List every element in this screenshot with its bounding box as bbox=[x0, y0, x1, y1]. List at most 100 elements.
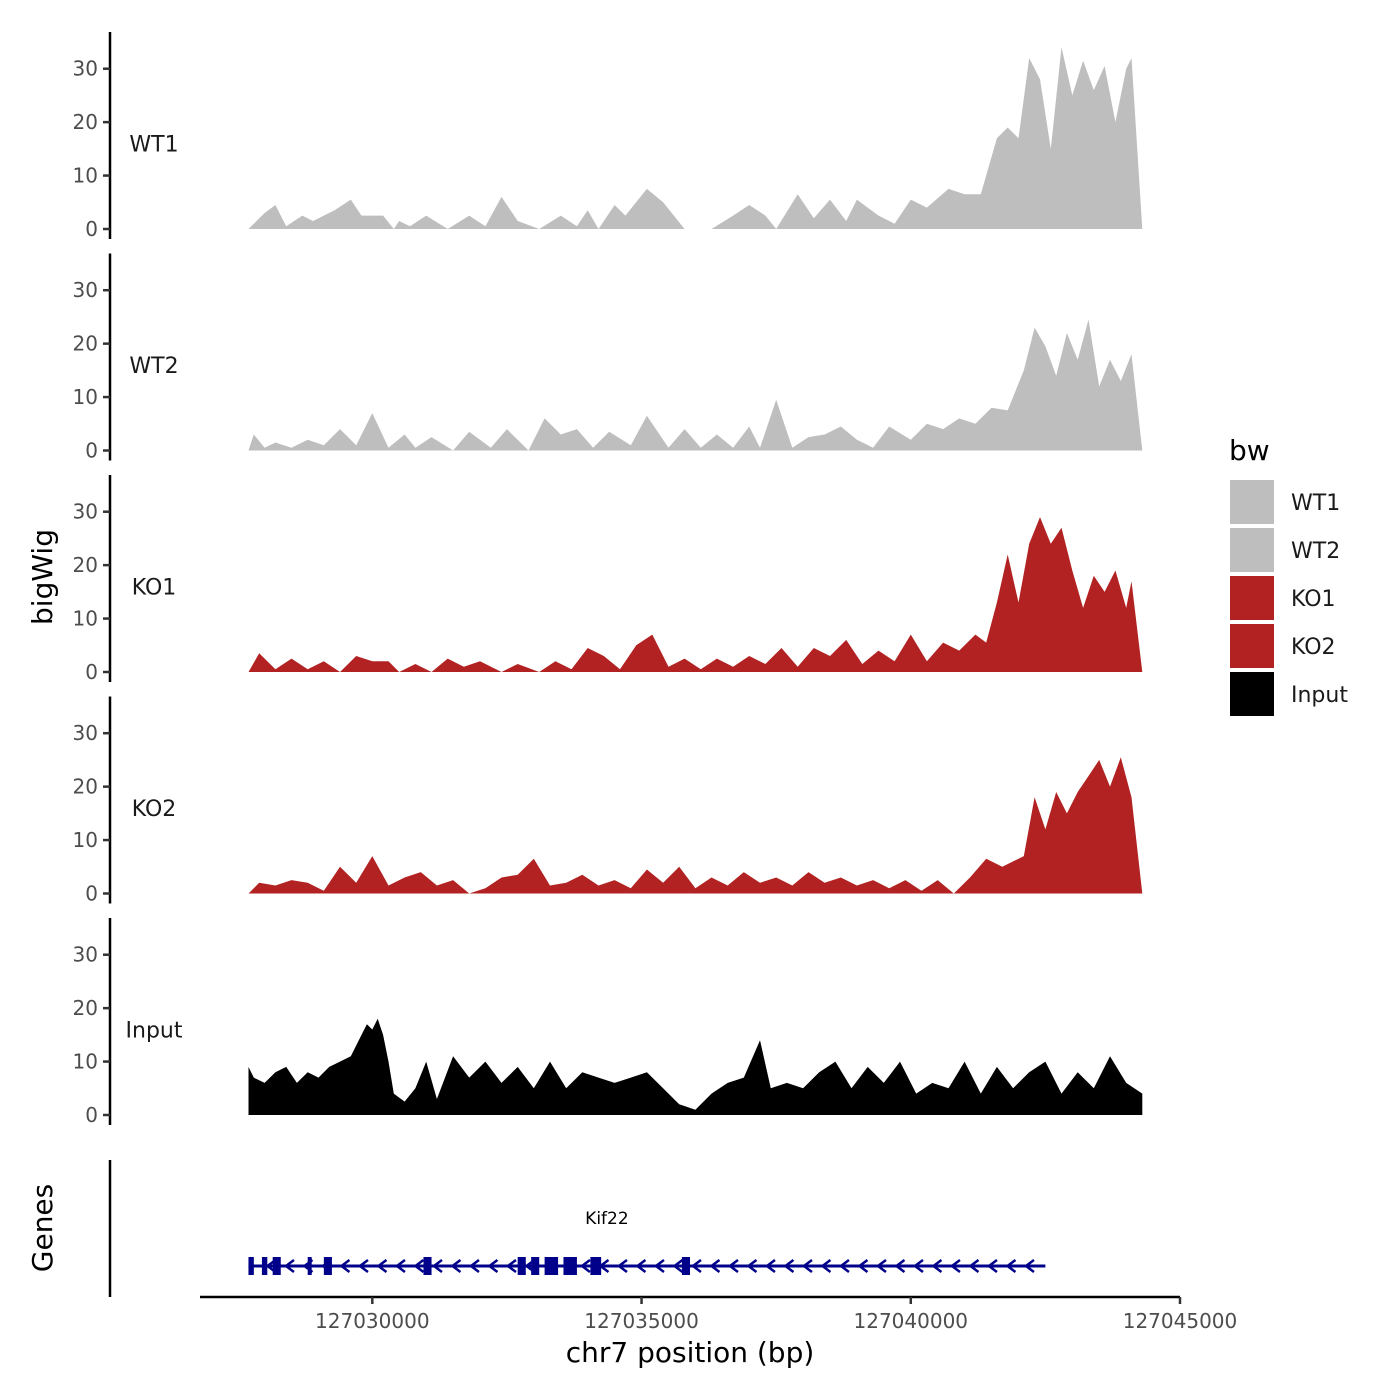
strand-arrow bbox=[376, 1259, 388, 1273]
track-label-ko2: KO2 bbox=[132, 797, 177, 822]
strand-arrow bbox=[413, 1259, 425, 1273]
legend-swatch bbox=[1230, 672, 1274, 716]
y-tick-label: 0 bbox=[85, 660, 98, 684]
x-tick-label: 127030000 bbox=[315, 1309, 430, 1333]
strand-arrow bbox=[986, 1259, 998, 1273]
exon bbox=[307, 1257, 312, 1275]
y-tick-label: 0 bbox=[85, 439, 98, 463]
strand-arrow bbox=[857, 1259, 869, 1273]
y-tick-label: 10 bbox=[73, 607, 98, 631]
track-label-wt1: WT1 bbox=[129, 133, 178, 158]
exon bbox=[531, 1257, 540, 1275]
strand-arrow bbox=[635, 1259, 647, 1273]
strand-arrow bbox=[653, 1259, 665, 1273]
exon bbox=[563, 1257, 577, 1275]
gene-kif22: Kif22 bbox=[248, 1209, 1046, 1275]
y-tick-label: 20 bbox=[73, 775, 98, 799]
gene-track: Kif22 bbox=[108, 1160, 1046, 1297]
strand-arrow bbox=[394, 1259, 406, 1273]
strand-arrow bbox=[431, 1259, 443, 1273]
strand-arrow bbox=[357, 1259, 369, 1273]
exon bbox=[272, 1257, 281, 1275]
strand-arrow bbox=[727, 1259, 739, 1273]
track-ko1: 0 10 20 30 KO1 bbox=[73, 475, 1143, 684]
y-tick-label: 0 bbox=[85, 217, 98, 241]
y-tick-label: 30 bbox=[73, 57, 98, 81]
strand-arrow bbox=[801, 1259, 813, 1273]
strand-arrow bbox=[468, 1259, 480, 1273]
y-tick-label: 30 bbox=[73, 278, 98, 302]
legend-item-wt2: WT2 bbox=[1230, 528, 1340, 572]
strand-arrow bbox=[746, 1259, 758, 1273]
strand-arrow bbox=[1005, 1259, 1017, 1273]
exon bbox=[423, 1257, 432, 1275]
coverage-area-wt2 bbox=[248, 319, 1143, 451]
y-tick-label: 30 bbox=[73, 500, 98, 524]
legend-label: WT1 bbox=[1291, 491, 1340, 516]
legend-item-ko2: KO2 bbox=[1230, 624, 1336, 668]
y-tick-label: 20 bbox=[73, 553, 98, 577]
strand-arrow bbox=[579, 1259, 591, 1273]
track-label-input: Input bbox=[126, 1019, 183, 1044]
exon bbox=[517, 1257, 526, 1275]
strand-arrow bbox=[616, 1259, 628, 1273]
legend-label: Input bbox=[1291, 683, 1348, 708]
y-tick-label: 10 bbox=[73, 1050, 98, 1074]
track-wt1: 0 10 20 30 WT1 bbox=[73, 32, 1143, 241]
gene-name-label: Kif22 bbox=[585, 1209, 629, 1229]
strand-arrow bbox=[764, 1259, 776, 1273]
strand-arrow bbox=[838, 1259, 850, 1273]
legend-swatch bbox=[1230, 624, 1274, 668]
track-wt2: 0 10 20 30 WT2 bbox=[73, 253, 1143, 463]
strand-arrow bbox=[783, 1259, 795, 1273]
coverage-area-wt1 bbox=[248, 47, 1143, 229]
x-axis: 127030000 127035000 127040000 127045000 bbox=[200, 1295, 1238, 1333]
y-axis-title: bigWig bbox=[26, 529, 59, 625]
y-tick-label: 10 bbox=[73, 164, 98, 188]
bigwig-tracks: 0 10 20 30 WT1 0 10 20 30 WT2 0 10 20 30 KO1 0 10 20 30 KO2… bbox=[73, 32, 1143, 1127]
legend-item-ko1: KO1 bbox=[1230, 576, 1336, 620]
legend-swatch bbox=[1230, 576, 1274, 620]
strand-arrow bbox=[505, 1259, 517, 1273]
y-tick-label: 10 bbox=[73, 385, 98, 409]
strand-arrow bbox=[949, 1259, 961, 1273]
coverage-area-ko2 bbox=[248, 757, 1143, 894]
strand-arrow bbox=[283, 1259, 295, 1273]
coverage-area-input bbox=[248, 1018, 1143, 1115]
strand-arrow bbox=[931, 1259, 943, 1273]
legend-swatch bbox=[1230, 528, 1274, 572]
legend-title: bw bbox=[1229, 434, 1270, 467]
y-tick-label: 20 bbox=[73, 996, 98, 1020]
exon bbox=[590, 1257, 602, 1275]
strand-arrow bbox=[912, 1259, 924, 1273]
exon bbox=[323, 1257, 332, 1275]
legend-label: WT2 bbox=[1291, 539, 1340, 564]
x-tick-label: 127040000 bbox=[854, 1309, 969, 1333]
exon bbox=[248, 1257, 254, 1275]
strand-arrow bbox=[487, 1259, 499, 1273]
strand-arrow bbox=[690, 1259, 702, 1273]
strand-arrow bbox=[339, 1259, 351, 1273]
strand-arrow bbox=[820, 1259, 832, 1273]
exon bbox=[544, 1257, 559, 1275]
legend: bw WT1 WT2 KO1 KO2 Input bbox=[1229, 434, 1348, 716]
strand-arrow bbox=[709, 1259, 721, 1273]
y-tick-label: 0 bbox=[85, 882, 98, 906]
gene-track-title: Genes bbox=[26, 1184, 59, 1272]
x-tick-label: 127045000 bbox=[1123, 1309, 1238, 1333]
strand-arrow bbox=[450, 1259, 462, 1273]
track-label-ko1: KO1 bbox=[132, 576, 177, 601]
legend-label: KO2 bbox=[1291, 635, 1336, 660]
track-label-wt2: WT2 bbox=[129, 354, 178, 379]
y-tick-label: 10 bbox=[73, 828, 98, 852]
track-input: 0 10 20 30 Input bbox=[73, 918, 1143, 1127]
legend-swatch bbox=[1230, 480, 1274, 524]
strand-arrow bbox=[672, 1259, 684, 1273]
y-tick-label: 0 bbox=[85, 1103, 98, 1127]
y-tick-label: 20 bbox=[73, 110, 98, 134]
y-tick-label: 30 bbox=[73, 721, 98, 745]
track-ko2: 0 10 20 30 KO2 bbox=[73, 696, 1143, 906]
legend-item-input: Input bbox=[1230, 672, 1348, 716]
x-axis-title: chr7 position (bp) bbox=[566, 1336, 815, 1369]
